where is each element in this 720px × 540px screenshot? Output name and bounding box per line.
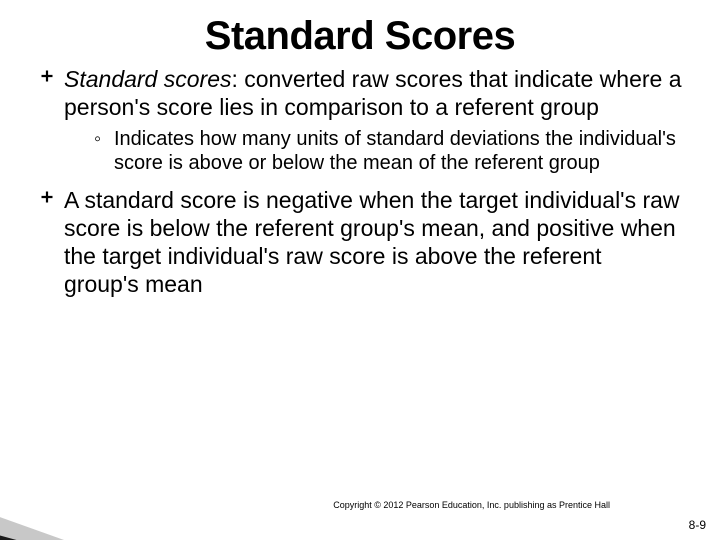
bullet-item-2: A standard score is negative when the ta… — [38, 186, 682, 298]
bullet-list: Standard scores: converted raw scores th… — [38, 65, 682, 298]
term-standard-scores: Standard scores — [64, 66, 231, 92]
corner-decoration — [0, 480, 160, 540]
slide-content: Standard scores: converted raw scores th… — [0, 65, 720, 298]
sub-bullet-1: Indicates how many units of standard dev… — [94, 127, 682, 176]
sub-bullet-list: Indicates how many units of standard dev… — [64, 127, 682, 176]
copyright-text: Copyright © 2012 Pearson Education, Inc.… — [333, 500, 610, 510]
slide-title: Standard Scores — [0, 0, 720, 65]
slide: Standard Scores Standard scores: convert… — [0, 0, 720, 540]
bullet-item-1: Standard scores: converted raw scores th… — [38, 65, 682, 176]
page-number: 8-9 — [689, 518, 706, 532]
